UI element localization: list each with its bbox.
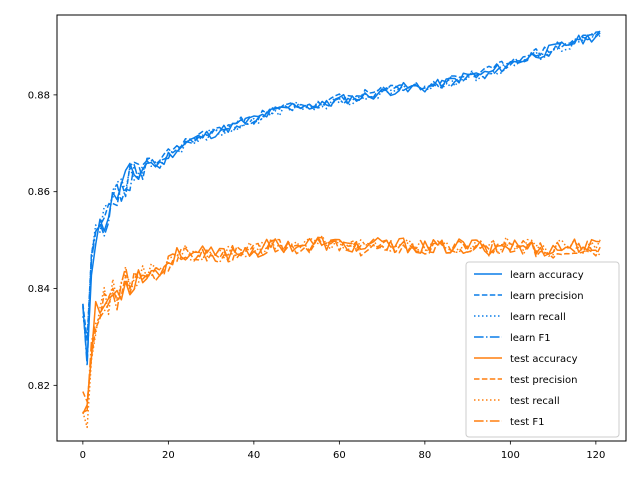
series-line-test-f1 (82, 238, 601, 413)
series-line-learn-precision (82, 30, 601, 342)
series-line-learn-recall (82, 33, 601, 340)
legend-entry-label: learn accuracy (510, 270, 584, 281)
y-tick-label: 0.84 (28, 284, 50, 295)
x-tick-label: 20 (162, 450, 175, 461)
legend-entry-label: learn precision (510, 291, 584, 302)
legend-entry-label: test F1 (510, 417, 545, 428)
legend-entry-label: test accuracy (510, 354, 578, 365)
legend-entry-label: test precision (510, 375, 578, 386)
x-tick-label: 100 (501, 450, 520, 461)
series-line-learn-f1 (82, 30, 601, 367)
y-tick-label: 0.82 (28, 381, 50, 392)
axes-frame (56, 14, 627, 442)
x-tick-label: 80 (418, 450, 431, 461)
x-tick-label: 40 (247, 450, 260, 461)
series-line-test-accuracy (82, 236, 601, 415)
legend-entry-label: learn recall (510, 312, 566, 323)
y-tick-label: 0.86 (28, 187, 50, 198)
legend: learn accuracy learn precision learn recal… (465, 261, 620, 438)
x-axis: 0 20 40 60 80 100 120 (80, 441, 605, 461)
x-tick-label: 60 (333, 450, 346, 461)
legend-entry-label: learn F1 (510, 333, 551, 344)
y-axis: 0.82 0.84 0.86 0.88 (28, 90, 57, 392)
y-tick-label: 0.88 (28, 90, 50, 101)
x-tick-label: 120 (586, 450, 605, 461)
x-tick-label: 0 (80, 450, 86, 461)
series-line-test-precision (82, 236, 601, 403)
legend-entry-label: test recall (510, 396, 560, 407)
legend-box (465, 261, 620, 438)
